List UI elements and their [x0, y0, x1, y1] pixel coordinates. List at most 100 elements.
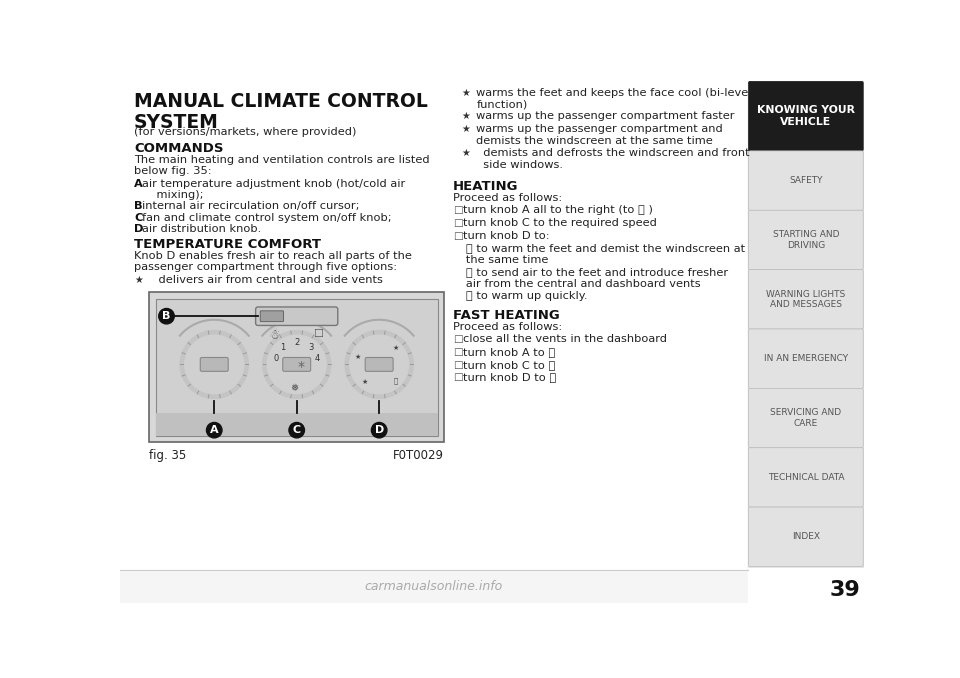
Text: Proceed as follows:: Proceed as follows:: [453, 321, 563, 332]
Text: C: C: [134, 213, 142, 222]
Text: □: □: [453, 334, 463, 344]
Text: TECHNICAL DATA: TECHNICAL DATA: [768, 473, 844, 482]
Circle shape: [184, 335, 244, 394]
FancyBboxPatch shape: [749, 151, 863, 210]
Text: turn knob C to ⧗: turn knob C to ⧗: [464, 360, 556, 370]
Text: FAST HEATING: FAST HEATING: [453, 308, 560, 321]
FancyBboxPatch shape: [749, 329, 863, 388]
Text: WARNING LIGHTS
AND MESSAGES: WARNING LIGHTS AND MESSAGES: [766, 290, 846, 309]
FancyBboxPatch shape: [255, 307, 338, 325]
Text: ☃: ☃: [270, 330, 280, 342]
Bar: [156, 298, 438, 437]
Text: COMMANDS: COMMANDS: [134, 142, 224, 155]
Bar: [156, 413, 438, 437]
Circle shape: [206, 422, 222, 438]
FancyBboxPatch shape: [749, 388, 863, 447]
Circle shape: [345, 331, 413, 398]
Text: carmanualsonline.info: carmanualsonline.info: [365, 580, 503, 593]
Text: 4: 4: [315, 355, 321, 363]
Circle shape: [180, 331, 249, 398]
Text: C: C: [293, 425, 300, 435]
FancyBboxPatch shape: [260, 311, 283, 321]
Text: air distribution knob.: air distribution knob.: [142, 224, 262, 234]
Circle shape: [267, 335, 326, 394]
Text: close all the vents in the dashboard: close all the vents in the dashboard: [464, 334, 667, 344]
Circle shape: [158, 308, 175, 324]
Text: fan and climate control system on/off knob;: fan and climate control system on/off kn…: [142, 213, 392, 222]
FancyBboxPatch shape: [749, 210, 863, 270]
Text: A: A: [134, 179, 143, 189]
Text: D: D: [134, 224, 143, 234]
Text: TEMPERATURE COMFORT: TEMPERATURE COMFORT: [134, 238, 321, 251]
Text: Knob D enables fresh air to reach all parts of the: Knob D enables fresh air to reach all pa…: [134, 251, 412, 261]
Circle shape: [289, 422, 304, 438]
Circle shape: [349, 335, 409, 394]
Text: D: D: [374, 425, 384, 435]
FancyBboxPatch shape: [749, 447, 863, 507]
Text: air temperature adjustment knob (hot/cold air: air temperature adjustment knob (hot/col…: [142, 179, 406, 189]
Bar: [748, 81, 864, 574]
Text: turn knob A all to the right (to ⧗ ): turn knob A all to the right (to ⧗ ): [464, 205, 653, 216]
Bar: [120, 570, 748, 603]
Text: B: B: [134, 201, 143, 212]
Text: STARTING AND
DRIVING: STARTING AND DRIVING: [773, 231, 839, 250]
Text: HEATING: HEATING: [453, 180, 518, 193]
Text: SERVICING AND
CARE: SERVICING AND CARE: [770, 408, 841, 428]
Text: ★: ★: [393, 345, 398, 351]
Text: □: □: [453, 205, 463, 216]
Text: turn knob A to ⧗: turn knob A to ⧗: [464, 347, 556, 357]
Text: ★: ★: [461, 124, 469, 134]
FancyBboxPatch shape: [365, 357, 393, 372]
FancyBboxPatch shape: [749, 270, 863, 329]
Text: A: A: [210, 425, 219, 435]
Text: ☐: ☐: [313, 330, 324, 339]
Text: turn knob D to:: turn knob D to:: [464, 231, 550, 241]
Text: turn knob D to ⧗: turn knob D to ⧗: [464, 372, 557, 382]
Text: □: □: [453, 218, 463, 228]
FancyBboxPatch shape: [749, 81, 863, 151]
Text: MANUAL CLIMATE CONTROL
SYSTEM: MANUAL CLIMATE CONTROL SYSTEM: [134, 92, 428, 132]
Bar: [748, 568, 864, 603]
Text: 3: 3: [308, 343, 313, 353]
Text: 39: 39: [829, 580, 860, 599]
Text: □: □: [453, 372, 463, 382]
Text: ❅: ❅: [290, 382, 299, 393]
FancyBboxPatch shape: [749, 507, 863, 566]
Circle shape: [372, 422, 387, 438]
Text: ★: ★: [461, 87, 469, 98]
Text: ⧗ to warm the feet and demist the windscreen at
   the same time: ⧗ to warm the feet and demist the windsc…: [455, 243, 745, 265]
Text: turn knob C to the required speed: turn knob C to the required speed: [464, 218, 658, 228]
Text: □: □: [453, 347, 463, 357]
Text: The main heating and ventilation controls are listed: The main heating and ventilation control…: [134, 155, 429, 165]
Text: mixing);: mixing);: [142, 191, 204, 200]
Text: below fig. 35:: below fig. 35:: [134, 166, 211, 176]
Text: B: B: [162, 311, 171, 321]
FancyBboxPatch shape: [283, 357, 311, 372]
Text: internal air recirculation on/off cursor;: internal air recirculation on/off cursor…: [142, 201, 360, 212]
FancyBboxPatch shape: [201, 357, 228, 372]
Text: □: □: [453, 360, 463, 370]
Text: fig. 35: fig. 35: [150, 449, 186, 462]
Text: ★: ★: [461, 148, 469, 158]
Text: ⧗ to warm up quickly.: ⧗ to warm up quickly.: [455, 291, 588, 301]
Text: SAFETY: SAFETY: [789, 176, 823, 185]
Text: 0: 0: [273, 355, 278, 363]
Text: ★: ★: [361, 379, 368, 385]
Text: warms up the passenger compartment and
demists the windscreen at the same time: warms up the passenger compartment and d…: [476, 124, 723, 146]
Text: 2: 2: [294, 338, 300, 347]
Text: 1: 1: [280, 343, 285, 353]
Text: F0T0029: F0T0029: [393, 449, 444, 462]
Text: *: *: [297, 361, 304, 374]
Text: KNOWING YOUR
VEHICLE: KNOWING YOUR VEHICLE: [756, 105, 854, 127]
Text: ⧗ to send air to the feet and introduce fresher
   air from the central and dash: ⧗ to send air to the feet and introduce …: [455, 267, 728, 289]
Bar: [150, 292, 444, 443]
Text: INDEX: INDEX: [792, 532, 820, 541]
Text: ★: ★: [354, 353, 360, 359]
Text: warms the feet and keeps the face cool (bi-level
function): warms the feet and keeps the face cool (…: [476, 87, 752, 109]
Text: warms up the passenger compartment faster: warms up the passenger compartment faste…: [476, 111, 735, 121]
Text: Proceed as follows:: Proceed as follows:: [453, 193, 563, 203]
Text: ⧗: ⧗: [394, 378, 397, 384]
Text: IN AN EMERGENCY: IN AN EMERGENCY: [764, 354, 848, 363]
Text: passenger compartment through five options:: passenger compartment through five optio…: [134, 262, 397, 273]
Text: delivers air from central and side vents: delivers air from central and side vents: [144, 275, 383, 285]
